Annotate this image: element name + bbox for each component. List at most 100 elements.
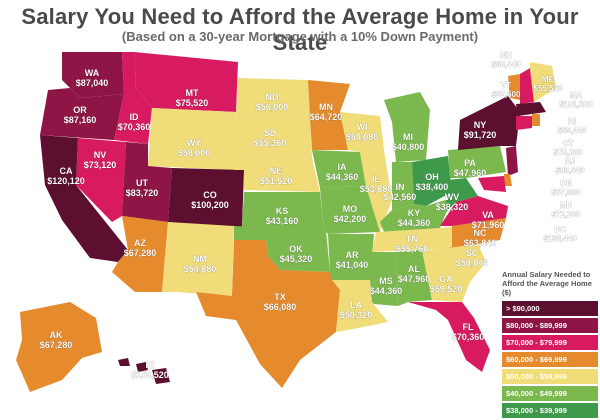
state-mt [134, 52, 238, 112]
state-nd [236, 78, 310, 118]
state-ut [122, 142, 172, 222]
state-ma [516, 102, 546, 116]
state-salary-az: $67,280 [124, 248, 157, 258]
state-mi [384, 92, 430, 162]
state-sd [234, 116, 312, 158]
state-abbr-ky: KY [408, 208, 421, 218]
state-salary-nh: $68,440 [492, 60, 521, 69]
state-salary-ga: $59,520 [430, 284, 463, 294]
state-ia [312, 150, 366, 188]
state-mo [320, 186, 380, 234]
state-salary-mi: $40,800 [392, 142, 425, 152]
state-wi [340, 112, 384, 152]
state-id [114, 52, 152, 144]
state-in [392, 162, 414, 210]
state-salary-ms: $44,360 [370, 286, 403, 296]
state-de [504, 174, 512, 186]
state-hi [118, 358, 170, 384]
state-salary-ok: $45,320 [280, 254, 313, 264]
state-salary-sd: $55,360 [254, 138, 287, 148]
state-salary-md: $72,200 [552, 210, 581, 219]
page-subtitle: (Based on a 30-year Mortgage with a 10% … [121, 29, 479, 44]
state-abbr-va: VA [482, 210, 494, 220]
state-abbr-tn: TN [406, 234, 418, 244]
state-salary-ky: $44,360 [398, 218, 431, 228]
state-sc [448, 244, 486, 282]
state-salary-mo: $42,200 [334, 214, 367, 224]
state-salary-nm: $54,880 [184, 264, 217, 274]
state-salary-al: $47,960 [398, 274, 431, 284]
state-salary-ny: $91,720 [464, 130, 497, 140]
state-salary-oh: $38,400 [416, 182, 449, 192]
state-wa [62, 52, 124, 98]
state-salary-il: $53,880 [360, 184, 393, 194]
state-salary-in: $42,560 [384, 192, 417, 202]
state-ne [234, 156, 320, 192]
state-salary-va: $71,960 [472, 220, 505, 230]
state-salary-or: $87,160 [64, 115, 97, 125]
state-abbr-sc: SC [466, 248, 479, 258]
state-abbr-mt: MT [186, 88, 199, 98]
state-abbr-wi: WI [357, 122, 368, 132]
state-salary-ak: $67,280 [40, 340, 73, 350]
state-abbr-ms: MS [379, 276, 393, 286]
state-salary-ia: $44,360 [326, 172, 359, 182]
state-fl [408, 302, 490, 372]
state-abbr-la: LA [350, 300, 362, 310]
state-abbr-me: ME [542, 75, 555, 84]
state-abbr-az: AZ [134, 238, 146, 248]
state-abbr-ks: KS [276, 206, 289, 216]
state-abbr-pa: PA [464, 158, 476, 168]
state-salary-dc: $138,440 [543, 234, 577, 243]
legend-item: $38,000 - $39,999 [502, 403, 598, 418]
state-vt [508, 74, 520, 100]
state-abbr-tx: TX [274, 292, 286, 302]
state-salary-mt: $75,520 [176, 98, 209, 108]
state-abbr-nd: ND [266, 92, 279, 102]
state-pa [448, 146, 506, 178]
state-salary-ma: $101,320 [559, 100, 593, 109]
state-abbr-id: ID [130, 112, 140, 122]
legend-item: > $90,000 [502, 301, 598, 316]
state-salary-id: $70,360 [118, 122, 151, 132]
legend: Annual Salary Needed to Afford the Avera… [502, 270, 598, 420]
legend-title: Annual Salary Needed to Afford the Avera… [502, 270, 592, 297]
state-ca [40, 135, 128, 262]
state-salary-la: $50,320 [340, 310, 373, 320]
state-wy [148, 108, 236, 170]
state-tx [196, 240, 340, 388]
legend-item: $80,000 - $89,999 [502, 318, 598, 333]
state-md [478, 176, 506, 192]
state-salary-ar: $41,040 [336, 260, 369, 270]
state-abbr-wa: WA [85, 68, 100, 78]
state-ny [458, 96, 520, 150]
state-ms [370, 252, 398, 306]
state-abbr-ct: CT [563, 139, 574, 148]
state-nc [448, 218, 506, 248]
state-abbr-ga: GA [439, 274, 453, 284]
state-salary-ca: $120,120 [47, 176, 85, 186]
state-az [112, 216, 168, 292]
state-abbr-co: CO [203, 190, 217, 200]
state-salary-nj: $89,640 [556, 166, 585, 175]
state-abbr-wv: WV [445, 192, 460, 202]
state-abbr-mi: MI [403, 132, 413, 142]
state-salary-nd: $56,000 [256, 102, 289, 112]
state-abbr-mo: MO [343, 204, 358, 214]
state-abbr-nm: NM [193, 254, 207, 264]
state-abbr-vt: VT [501, 81, 511, 90]
state-va [440, 196, 508, 226]
legend-item: $60,000 - $69,999 [502, 352, 598, 367]
state-salary-nv: $73,120 [84, 160, 117, 170]
state-salary-wi: $50,080 [346, 132, 379, 142]
state-il [360, 150, 392, 232]
page-title: Salary You Need to Afford the Average Ho… [21, 4, 579, 55]
state-abbr-ny: NY [474, 120, 487, 130]
state-ky [380, 198, 452, 232]
state-abbr-ri: RI [568, 117, 576, 126]
state-salary-ne: $51,520 [260, 176, 293, 186]
state-abbr-or: OR [73, 105, 87, 115]
state-abbr-ut: UT [136, 178, 148, 188]
state-ks [242, 192, 324, 230]
state-salary-tn: $55,760 [396, 244, 429, 254]
